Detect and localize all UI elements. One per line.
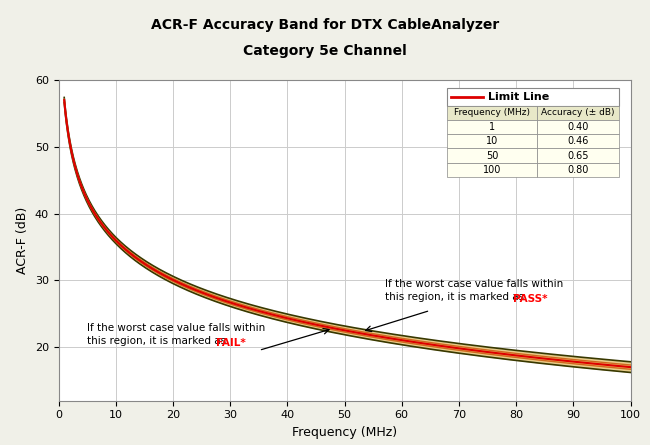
Text: 10: 10	[486, 136, 498, 146]
Text: 0.80: 0.80	[567, 165, 588, 175]
Text: Limit Line: Limit Line	[488, 92, 550, 102]
Text: PASS*: PASS*	[514, 294, 548, 304]
Text: FAIL*: FAIL*	[216, 338, 246, 348]
Text: 0.65: 0.65	[567, 150, 589, 161]
Text: Frequency (MHz): Frequency (MHz)	[454, 108, 530, 117]
Text: Category 5e Channel: Category 5e Channel	[243, 44, 407, 58]
X-axis label: Frequency (MHz): Frequency (MHz)	[292, 426, 397, 439]
Text: 0.46: 0.46	[567, 136, 588, 146]
Text: 100: 100	[483, 165, 501, 175]
Text: ACR-F Accuracy Band for DTX CableAnalyzer: ACR-F Accuracy Band for DTX CableAnalyze…	[151, 18, 499, 32]
Text: 1: 1	[489, 122, 495, 132]
Y-axis label: ACR-F (dB): ACR-F (dB)	[16, 206, 29, 274]
Text: 0.40: 0.40	[567, 122, 588, 132]
Text: Accuracy (± dB): Accuracy (± dB)	[541, 108, 615, 117]
Text: If the worst case value falls within
this region, it is marked as: If the worst case value falls within thi…	[385, 279, 563, 302]
Text: If the worst case value falls within
this region, it is marked as: If the worst case value falls within thi…	[87, 323, 265, 346]
Text: 50: 50	[486, 150, 499, 161]
